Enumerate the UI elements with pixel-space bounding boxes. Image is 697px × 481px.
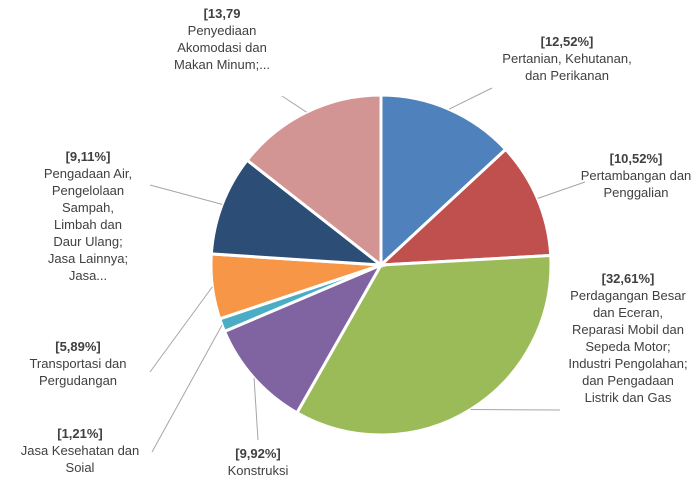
leader-line (448, 87, 493, 110)
value-label: [1,21%] (57, 426, 103, 441)
leader-line (537, 181, 586, 199)
category-label: Penyediaan Akomodasi dan Makan Minum;... (173, 23, 271, 72)
leader-line (151, 324, 223, 453)
category-label: Pengadaan Air, Pengelolaan Sampah, Limba… (43, 166, 133, 283)
category-label: Konstruksi (227, 463, 289, 478)
leader-line (281, 95, 307, 113)
leader-line (253, 378, 259, 441)
data-label: [9,11%] Pengadaan Air, Pengelolaan Sampah… (41, 148, 136, 284)
leader-line (149, 286, 213, 373)
value-label: [9,92%] (235, 446, 281, 461)
data-label: [10,52%] Pertambangan dan Penggalian (574, 150, 697, 201)
category-label: Perdagangan Besar dan Eceran, Reparasi M… (568, 288, 688, 405)
leader-line (470, 408, 561, 411)
data-label: [1,21%] Jasa Kesehatan dan Soial (5, 425, 155, 476)
category-label: Jasa Kesehatan dan Soial (20, 443, 140, 475)
value-label: [13,79 (203, 6, 241, 21)
data-label: [5,89%] Transportasi dan Pergudangan (8, 338, 148, 389)
data-label: [13,79 Penyediaan Akomodasi dan Makan Min… (160, 5, 285, 73)
pie-slice (245, 93, 383, 269)
leader-line (149, 184, 223, 205)
pie-slice (379, 93, 508, 269)
pie-slice (376, 147, 553, 267)
pie-slice (222, 261, 385, 415)
value-label: [32,61%] (601, 271, 655, 286)
data-label: [12,52%] Pertanian, Kehutanan, dan Perika… (502, 33, 632, 84)
value-label: [5,89%] (55, 339, 101, 354)
data-label: [9,92%] Konstruksi (208, 445, 308, 479)
value-label: [12,52%] (540, 34, 594, 49)
category-label: Pertambangan dan Penggalian (580, 168, 692, 200)
data-label: [32,61%] Perdagangan Besar dan Eceran, Re… (566, 270, 690, 406)
value-label: [10,52%] (609, 151, 663, 166)
category-label: Transportasi dan Pergudangan (29, 356, 127, 388)
pie-slice (294, 253, 553, 437)
category-label: Pertanian, Kehutanan, dan Perikanan (502, 51, 632, 83)
value-label: [9,11%] (65, 149, 111, 164)
